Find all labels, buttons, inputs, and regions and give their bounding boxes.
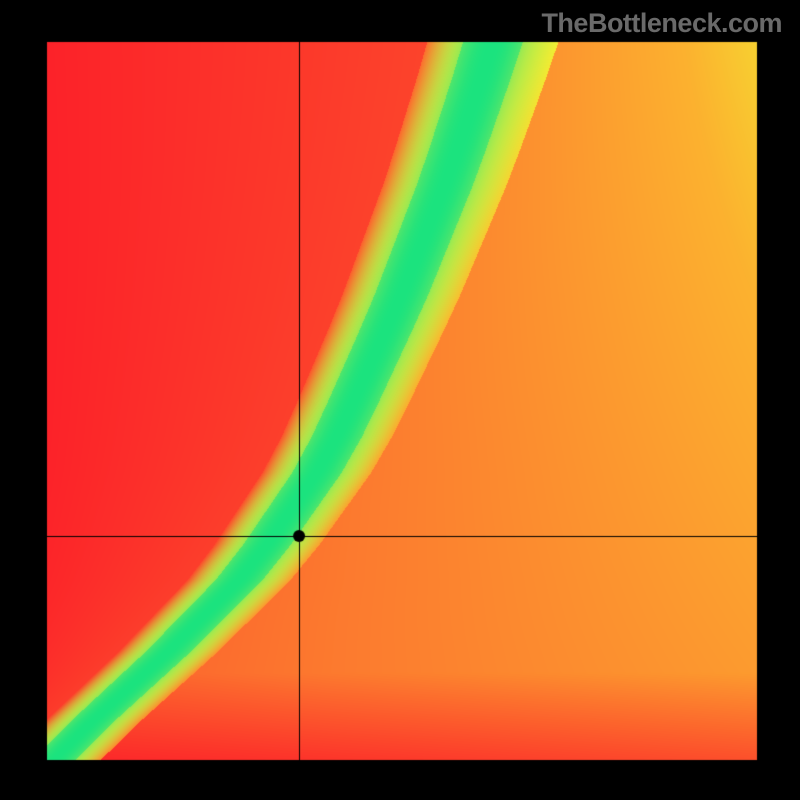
- heatmap-canvas: [0, 0, 800, 800]
- watermark-label: TheBottleneck.com: [541, 8, 782, 39]
- chart-container: TheBottleneck.com: [0, 0, 800, 800]
